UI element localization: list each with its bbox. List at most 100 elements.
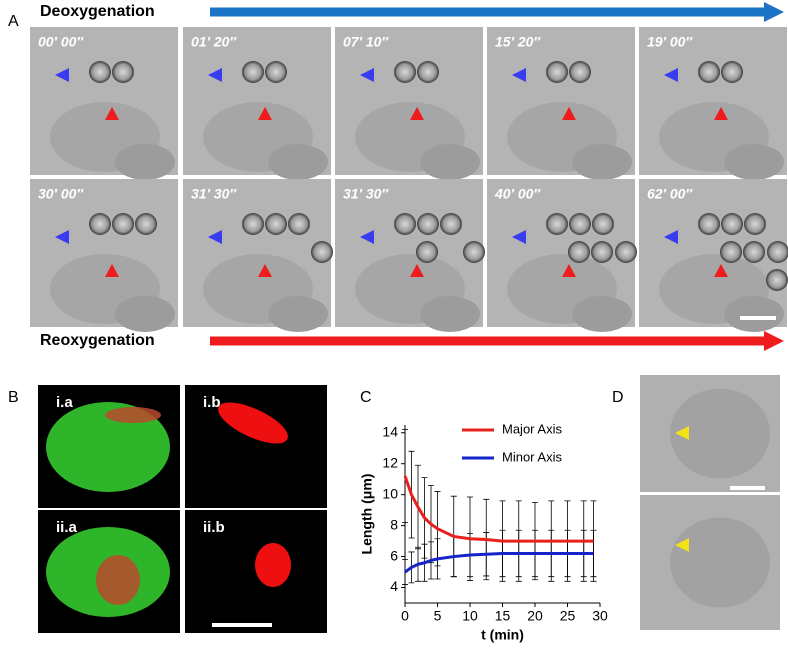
error-bar: [402, 429, 408, 523]
timestamp: 31′ 30″: [343, 186, 389, 202]
red-cell: [242, 61, 264, 83]
red-cell: [112, 213, 134, 235]
cell-body: [724, 296, 784, 332]
cell-body: [115, 144, 175, 180]
cell-stain: [255, 543, 291, 587]
cell-stain: [105, 407, 161, 423]
x-tick-label: 15: [495, 608, 511, 624]
arrow-head: [764, 331, 784, 351]
red-cell: [615, 241, 637, 263]
timestamp: 07′ 10″: [343, 34, 389, 50]
error-bar: [402, 559, 408, 585]
x-tick-label: 0: [401, 608, 409, 624]
cell-stain: [96, 555, 140, 605]
tile-label: i.b: [203, 394, 221, 411]
tile-label: i.a: [56, 394, 73, 411]
cell-body: [268, 296, 328, 332]
arrowhead-marker: [410, 107, 424, 120]
tile-label: ii.a: [56, 519, 78, 536]
red-cell: [288, 213, 310, 235]
red-cell: [417, 213, 439, 235]
red-cell: [417, 61, 439, 83]
y-tick-label: 12: [382, 454, 398, 470]
fluorescence-image: [185, 385, 327, 508]
red-cell: [546, 61, 568, 83]
panel-label: B: [8, 389, 19, 406]
arrow-head: [764, 2, 784, 22]
timestamp: 19′ 00″: [647, 34, 693, 50]
red-cell: [265, 213, 287, 235]
y-tick-label: 4: [390, 578, 398, 594]
cell-body: [420, 296, 480, 332]
arrowhead-marker: [675, 426, 689, 440]
timestamp: 00′ 00″: [38, 34, 84, 50]
arrowhead-marker: [55, 68, 69, 82]
red-cell: [265, 61, 287, 83]
cell-body: [420, 144, 480, 180]
cell-body: [572, 144, 632, 180]
arrowhead-marker: [105, 264, 119, 277]
x-tick-label: 10: [462, 608, 478, 624]
red-cell: [440, 213, 462, 235]
x-tick-label: 25: [560, 608, 576, 624]
arrowhead-marker: [664, 230, 678, 244]
red-cell: [311, 241, 333, 263]
series-line: [404, 551, 594, 574]
cell-stain: [218, 402, 288, 444]
panel-label: C: [360, 389, 372, 406]
arrow-label: Deoxygenation: [40, 3, 155, 20]
red-cell: [568, 241, 590, 263]
arrowhead-marker: [410, 264, 424, 277]
arrowhead-marker: [675, 538, 689, 552]
arrowhead-marker: [258, 264, 272, 277]
red-cell: [569, 61, 591, 83]
arrowhead-marker: [105, 107, 119, 120]
y-axis-label: Length (μm): [359, 474, 375, 555]
arrowhead-marker: [512, 68, 526, 82]
timestamp: 62′ 00″: [647, 186, 693, 202]
red-cell: [394, 61, 416, 83]
legend-label: Minor Axis: [502, 449, 562, 464]
arrowhead-marker: [562, 264, 576, 277]
series-line: [403, 475, 594, 543]
cell-body: [268, 144, 328, 180]
arrowhead-marker: [55, 230, 69, 244]
timestamp: 01′ 20″: [191, 34, 237, 50]
red-cell: [394, 213, 416, 235]
arrow-label: Reoxygenation: [40, 332, 155, 349]
red-cell: [721, 213, 743, 235]
red-cell: [89, 213, 111, 235]
x-tick-label: 30: [592, 608, 608, 624]
timestamp: 15′ 20″: [495, 34, 541, 50]
cell-body: [572, 296, 632, 332]
x-axis-label: t (min): [481, 627, 524, 643]
red-cell: [89, 61, 111, 83]
arrowhead-marker: [512, 230, 526, 244]
cell-body: [670, 517, 770, 608]
red-cell: [721, 61, 743, 83]
x-tick-label: 5: [434, 608, 442, 624]
red-cell: [720, 241, 742, 263]
red-cell: [744, 213, 766, 235]
timestamp: 30′ 00″: [38, 186, 84, 202]
legend-label: Major Axis: [502, 421, 562, 436]
red-cell: [112, 61, 134, 83]
panel-label: A: [8, 13, 19, 30]
arrowhead-marker: [714, 264, 728, 277]
red-cell: [743, 241, 765, 263]
cell-body: [115, 296, 175, 332]
timestamp: 31′ 30″: [191, 186, 237, 202]
arrowhead-marker: [258, 107, 272, 120]
arrowhead-marker: [208, 230, 222, 244]
y-tick-label: 10: [382, 485, 398, 501]
red-cell: [546, 213, 568, 235]
red-cell: [698, 61, 720, 83]
red-cell: [242, 213, 264, 235]
red-cell: [592, 213, 614, 235]
membrane-stain: [46, 402, 170, 492]
arrowhead-marker: [562, 107, 576, 120]
x-tick-label: 20: [527, 608, 543, 624]
y-tick-label: 8: [390, 516, 398, 532]
panel-label: D: [612, 389, 624, 406]
